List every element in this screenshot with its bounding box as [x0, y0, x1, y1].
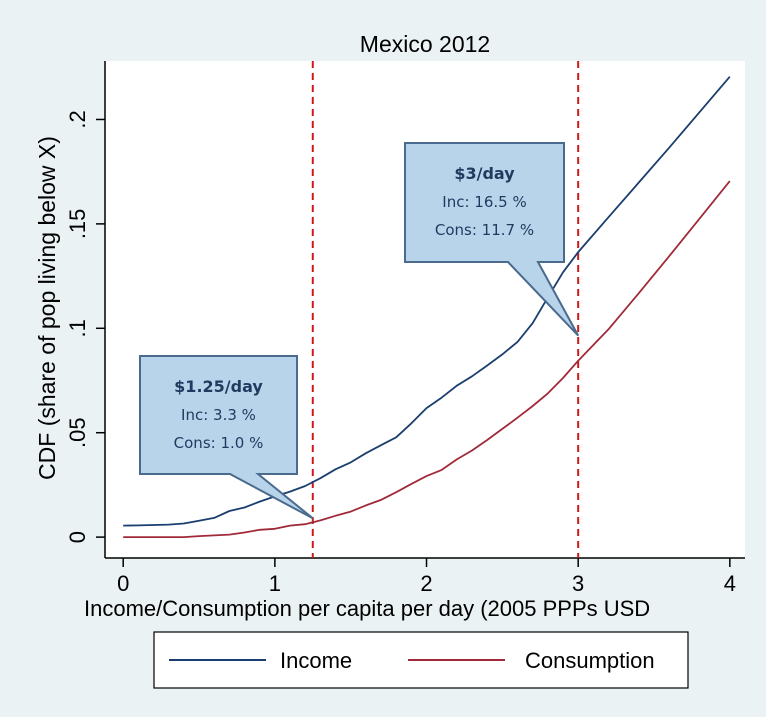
callout-line: Inc: 3.3 %: [181, 406, 256, 424]
x-tick-label: 0: [117, 571, 129, 596]
callout-shape: [139, 355, 314, 520]
x-tick-label: 3: [572, 571, 584, 596]
x-axis-label: Income/Consumption per capita per day (2…: [84, 596, 650, 621]
legend-label-consumption: Consumption: [525, 648, 655, 673]
chart-title: Mexico 2012: [360, 31, 490, 57]
callout-1-25-per-day: $1.25/day Inc: 3.3 % Cons: 1.0 %: [139, 355, 314, 520]
legend: Income Consumption: [153, 631, 689, 689]
y-tick-label: .1: [65, 319, 90, 337]
x-tick-label: 2: [420, 571, 432, 596]
callout-line: Cons: 1.0 %: [174, 434, 264, 452]
legend-label-income: Income: [280, 648, 352, 673]
x-tick-label: 1: [269, 571, 281, 596]
y-tick-label: 0: [65, 531, 90, 543]
y-tick-label: .05: [65, 417, 90, 448]
callout-title: $1.25/day: [174, 377, 263, 396]
plot-area: [105, 61, 745, 558]
y-tick-label: .2: [65, 110, 90, 128]
callout-title: $3/day: [454, 164, 515, 183]
series-line-income: [123, 76, 731, 527]
x-tick-label: 4: [724, 571, 736, 596]
callout-shape: [404, 142, 580, 337]
y-axis-label: CDF (share of pop living below X): [34, 136, 60, 480]
y-tick-label: .15: [65, 209, 90, 240]
callout-line: Inc: 16.5 %: [442, 193, 526, 211]
callout-3-per-day: $3/day Inc: 16.5 % Cons: 11.7 %: [404, 142, 580, 337]
series-line-consumption: [123, 180, 731, 538]
callout-line: Cons: 11.7 %: [435, 221, 534, 239]
